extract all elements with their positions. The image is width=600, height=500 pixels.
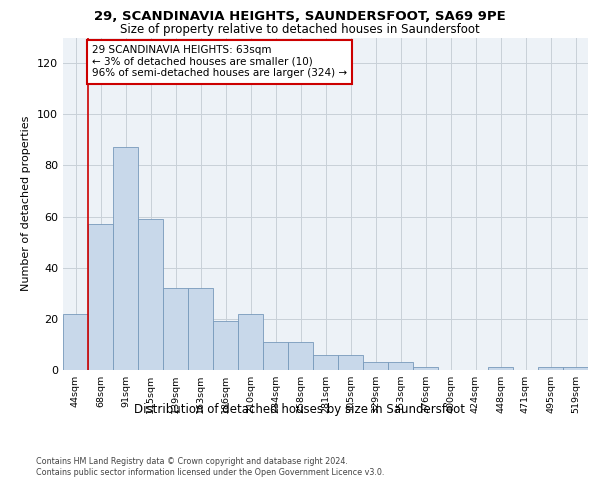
Bar [313,354,338,370]
Bar [163,288,188,370]
Bar [488,368,513,370]
Text: 29, SCANDINAVIA HEIGHTS, SAUNDERSFOOT, SA69 9PE: 29, SCANDINAVIA HEIGHTS, SAUNDERSFOOT, S… [94,10,506,23]
Text: 29 SCANDINAVIA HEIGHTS: 63sqm
← 3% of detached houses are smaller (10)
96% of se: 29 SCANDINAVIA HEIGHTS: 63sqm ← 3% of de… [92,45,347,78]
Bar [563,368,588,370]
Bar [88,224,113,370]
Text: Distribution of detached houses by size in Saundersfoot: Distribution of detached houses by size … [134,402,466,415]
Bar [138,219,163,370]
Text: Contains HM Land Registry data © Crown copyright and database right 2024.
Contai: Contains HM Land Registry data © Crown c… [36,458,385,477]
Bar [288,342,313,370]
Bar [363,362,388,370]
Bar [538,368,563,370]
Bar [213,322,238,370]
Bar [238,314,263,370]
Bar [388,362,413,370]
Text: Size of property relative to detached houses in Saundersfoot: Size of property relative to detached ho… [120,22,480,36]
Bar [413,368,438,370]
Bar [113,148,138,370]
Y-axis label: Number of detached properties: Number of detached properties [22,116,31,292]
Bar [188,288,213,370]
Bar [63,314,88,370]
Bar [338,354,363,370]
Bar [263,342,288,370]
